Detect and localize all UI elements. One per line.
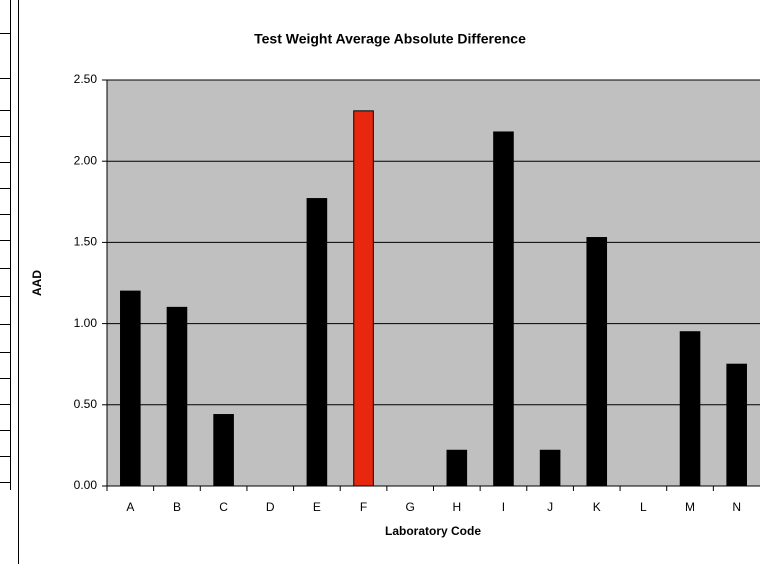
x-tick-label: A <box>126 500 134 514</box>
x-axis-label: Laboratory Code <box>385 524 481 538</box>
y-axis-label: AAD <box>30 270 44 296</box>
x-tick-label: E <box>313 500 321 514</box>
bar <box>166 306 188 487</box>
y-tick-label: 2.50 <box>74 72 98 86</box>
x-tick-label: K <box>593 500 601 514</box>
x-tick-label: D <box>266 500 275 514</box>
y-tick-label: 1.50 <box>74 235 98 249</box>
bar <box>493 131 514 487</box>
x-tick-label: G <box>406 500 415 514</box>
left-table-fragment <box>0 0 19 564</box>
x-tick-label: C <box>219 500 228 514</box>
bar <box>306 198 328 487</box>
x-tick-label: H <box>452 500 461 514</box>
x-tick-label: L <box>640 500 647 514</box>
x-tick-label: F <box>360 500 367 514</box>
bar <box>120 290 141 487</box>
y-tick-label: 0.00 <box>74 478 98 492</box>
y-tick-label: 0.50 <box>74 397 98 411</box>
x-tick-label: I <box>502 500 505 514</box>
plot-area <box>107 80 760 486</box>
bar <box>586 237 608 487</box>
bar <box>726 363 747 487</box>
x-tick-label: M <box>685 500 695 514</box>
bar <box>353 110 374 487</box>
x-tick-label: J <box>547 500 553 514</box>
y-tick-label: 2.00 <box>74 153 98 167</box>
bar <box>679 331 701 487</box>
bar <box>539 449 561 487</box>
x-tick-label: B <box>173 500 181 514</box>
x-tick-label: N <box>732 500 741 514</box>
y-tick-label: 1.00 <box>74 316 98 330</box>
chart-title: Test Weight Average Absolute Difference <box>254 31 526 47</box>
bar <box>446 449 468 487</box>
bar <box>213 414 234 487</box>
